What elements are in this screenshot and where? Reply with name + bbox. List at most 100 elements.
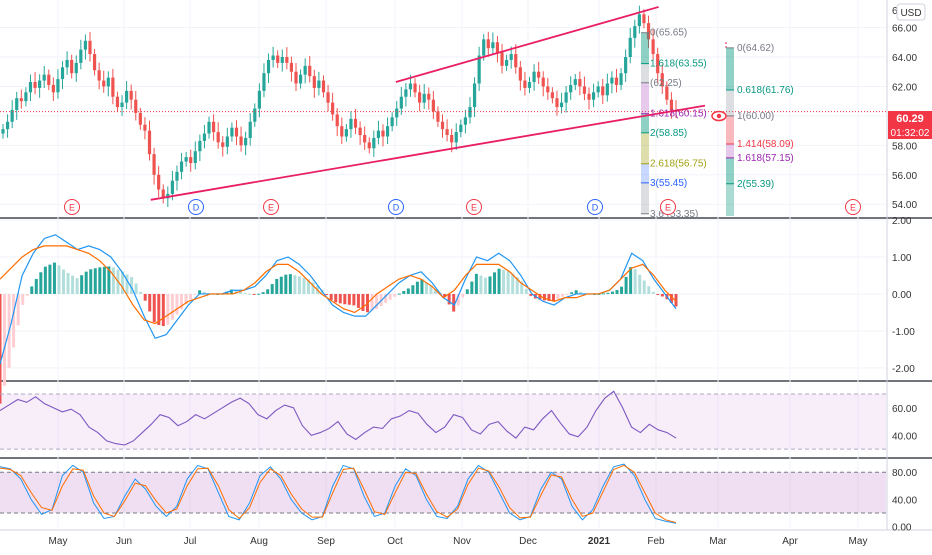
candle-body	[125, 90, 129, 103]
macd-histogram-bar	[474, 273, 478, 294]
candle-body	[56, 79, 60, 93]
time-axis-label: May	[849, 536, 868, 547]
candle-body	[271, 55, 275, 60]
countdown-badge	[888, 126, 932, 139]
macd-histogram-bar	[660, 293, 664, 297]
rsi-axis-label: 60.00	[892, 404, 917, 415]
candle-body	[102, 80, 106, 87]
candle-body	[184, 157, 188, 162]
candle-body	[578, 79, 582, 87]
candle-body	[198, 140, 202, 152]
candle-body	[656, 54, 660, 74]
candle-body	[175, 171, 179, 181]
macd-histogram-bar	[166, 293, 170, 325]
macd-histogram-bar	[238, 291, 242, 294]
candle-body	[358, 127, 362, 136]
candle-body	[349, 118, 353, 130]
price-axis-label: 6	[892, 6, 898, 17]
macd-histogram-bar	[674, 293, 678, 307]
time-axis-label: Mar	[709, 536, 727, 547]
candle-body	[161, 189, 165, 199]
price-axis-label: 58.00	[892, 141, 917, 152]
time-scale[interactable]: May Jun Jul Aug Sep Oct Nov Dec 2021 Feb Mar Apr May	[49, 536, 868, 547]
macd-histogram-bar	[542, 293, 546, 301]
candle-body	[610, 77, 614, 84]
candle-body	[312, 76, 316, 88]
candle-body	[138, 112, 142, 125]
candle-body	[459, 124, 463, 133]
candle-body	[1, 129, 5, 134]
fib-zone	[726, 47, 734, 90]
candle-body	[298, 74, 303, 84]
candle-body	[445, 129, 449, 136]
last-price-badge[interactable]	[888, 111, 932, 126]
fib-zone	[726, 183, 734, 216]
candle-body	[491, 42, 495, 49]
candle-body	[321, 80, 326, 93]
candle-body	[70, 59, 74, 74]
candle-body	[454, 132, 458, 143]
candle-body	[244, 137, 248, 146]
macd-histogram-bar	[184, 293, 188, 305]
candle-body	[221, 142, 225, 147]
macd-histogram-bar	[465, 289, 469, 294]
trend-line	[395, 6, 659, 83]
candle-body	[582, 86, 587, 94]
currency-badge[interactable]	[896, 3, 926, 21]
macd-histogram-bar	[483, 277, 487, 294]
time-axis-label: Dec	[519, 536, 537, 547]
earnings-dividend-marker	[660, 199, 676, 215]
macd-histogram-bar	[107, 266, 111, 294]
macd-line	[0, 234, 677, 365]
candle-body	[408, 83, 413, 90]
candle-body	[537, 71, 541, 78]
candle-body	[115, 96, 120, 108]
candle-body	[308, 65, 312, 77]
rsi-axis-label: 40.00	[892, 431, 917, 442]
candle-body	[340, 126, 344, 137]
macd-histogram-bar	[547, 293, 551, 301]
candle-body	[665, 86, 669, 100]
macd-histogram-bar	[134, 283, 138, 294]
fib-zone	[641, 182, 649, 214]
trend-line	[150, 104, 706, 201]
macd-histogram-bar	[552, 293, 556, 302]
macd-histogram-bar	[143, 293, 147, 301]
macd-histogram-bar	[638, 274, 642, 294]
grid-lines	[0, 0, 886, 530]
fib-zone	[726, 89, 734, 116]
fib-extension-right[interactable]: 0(64.62) 0.618(61.76) 1(60.00) 1.414(58.09)…	[725, 42, 794, 216]
price-panel[interactable]	[0, 5, 886, 208]
candle-body	[468, 107, 472, 118]
candle-body	[74, 62, 78, 74]
macd-histogram-bar	[62, 269, 66, 294]
candle-body	[353, 118, 358, 128]
candle-body	[24, 92, 28, 102]
candle-body	[331, 102, 335, 115]
macd-panel[interactable]	[0, 234, 678, 404]
earnings-dividend-marker	[845, 199, 861, 215]
macd-histogram-bar	[561, 293, 565, 297]
macd-histogram-bar	[370, 293, 374, 311]
candle-body	[276, 55, 280, 63]
candle-body	[134, 99, 138, 113]
candle-body	[42, 74, 46, 81]
trend-lines[interactable]	[150, 6, 706, 201]
rsi-panel[interactable]	[0, 390, 886, 450]
macd-histogram-bar	[629, 267, 633, 294]
macd-histogram-bar	[16, 293, 20, 326]
macd-histogram-bar	[257, 293, 261, 295]
macd-histogram-bar	[529, 293, 533, 296]
fib-extension-left[interactable]: 0(65.65) 1.618(63.55) (62.25) 1.618(60.15) 2…	[641, 28, 707, 220]
stochastic-panel[interactable]	[0, 463, 886, 524]
candle-body	[440, 121, 445, 130]
candle-body	[225, 136, 229, 147]
macd-histogram-bar	[610, 291, 614, 294]
macd-histogram-bar	[656, 293, 660, 295]
eye-icon[interactable]	[711, 110, 727, 122]
candle-body	[294, 71, 298, 84]
price-scales[interactable]: 66.0064.0062.0060.0058.0056.0054.0062.00…	[892, 6, 917, 534]
